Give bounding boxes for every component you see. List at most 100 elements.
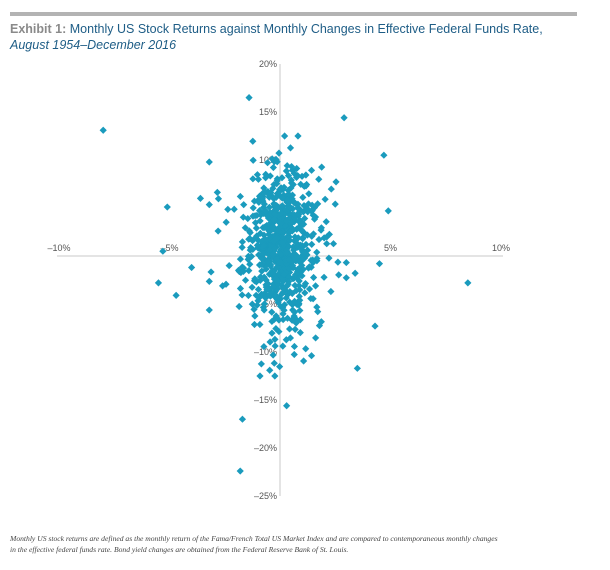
cluster-point	[307, 294, 315, 303]
cluster-point	[265, 230, 273, 238]
cluster-point	[269, 225, 277, 233]
cluster-point	[290, 198, 298, 207]
cluster-point	[318, 163, 326, 171]
cluster-point	[329, 240, 338, 248]
cluster-point	[298, 220, 307, 228]
cluster-point	[263, 286, 271, 294]
cluster-point	[295, 258, 303, 266]
cluster-point	[276, 264, 284, 273]
outlier-point	[331, 200, 339, 208]
cluster-point	[250, 305, 258, 314]
cluster-point	[238, 291, 246, 299]
cluster-point	[309, 230, 318, 238]
cluster-point	[273, 176, 281, 185]
cluster-point	[342, 258, 350, 267]
cluster-point	[284, 186, 292, 194]
x-tick-label: –10%	[47, 243, 70, 253]
cluster-point	[264, 279, 272, 288]
chart-title: Exhibit 1: Monthly US Stock Returns agai…	[10, 21, 590, 53]
cluster-point	[256, 372, 264, 380]
cluster-point	[269, 283, 277, 291]
cluster-point	[272, 255, 281, 263]
cluster-point	[288, 301, 296, 309]
cluster-point	[290, 211, 298, 219]
cluster-point	[250, 235, 258, 243]
cluster-point	[275, 149, 283, 157]
y-tick-label: –5%	[259, 299, 277, 309]
footnote: Monthly US stock returns are defined as …	[10, 534, 600, 555]
cluster-point	[307, 352, 316, 360]
x-tick-label: –5%	[160, 243, 178, 253]
outlier-point	[163, 203, 171, 211]
cluster-point	[280, 270, 288, 278]
cluster-point	[253, 241, 262, 249]
cluster-point	[270, 201, 279, 209]
cluster-point	[262, 294, 270, 302]
cluster-point	[244, 255, 252, 264]
cluster-point	[246, 260, 254, 268]
cluster-point	[262, 207, 270, 215]
cluster-point	[282, 294, 290, 302]
cluster-point	[222, 218, 230, 226]
cluster-point	[272, 155, 280, 163]
cluster-point	[320, 273, 328, 281]
cluster-point	[249, 175, 257, 183]
cluster-point	[303, 246, 312, 254]
cluster-point	[294, 204, 302, 212]
cluster-point	[278, 238, 286, 247]
cluster-point	[307, 166, 316, 174]
cluster-point	[288, 191, 297, 199]
cluster-point	[271, 335, 279, 343]
cluster-point	[301, 289, 309, 297]
cluster-point	[256, 273, 265, 281]
cluster-point	[249, 212, 257, 220]
y-tick-label: 20%	[259, 59, 277, 69]
cluster-point	[267, 288, 275, 296]
cluster-point	[309, 273, 318, 282]
cluster-point	[313, 248, 321, 256]
cluster-point	[213, 188, 221, 197]
cluster-point	[268, 329, 276, 337]
y-tick-label: –15%	[254, 395, 277, 405]
cluster-point	[250, 320, 259, 329]
cluster-point	[285, 256, 293, 264]
cluster-point	[249, 156, 257, 164]
cluster-point	[280, 301, 289, 309]
cluster-point	[300, 249, 308, 257]
cluster-point	[287, 259, 295, 267]
outlier-point	[238, 415, 247, 423]
x-tick-label: 5%	[384, 243, 397, 253]
cluster-point	[238, 238, 247, 246]
cluster-point	[270, 316, 278, 324]
cluster-point	[254, 175, 263, 183]
cluster-point	[304, 208, 312, 216]
outlier-point	[225, 262, 233, 270]
cluster-point	[290, 274, 298, 283]
outlier-point	[351, 269, 359, 277]
cluster-point	[279, 315, 287, 324]
cluster-point	[312, 334, 320, 342]
cluster-point	[260, 223, 269, 232]
cluster-point	[271, 210, 279, 218]
outlier-point	[172, 291, 180, 299]
cluster-point	[275, 316, 283, 324]
outlier-point	[154, 279, 163, 287]
cluster-point	[287, 220, 295, 228]
cluster-point	[294, 200, 302, 208]
cluster-point	[269, 250, 277, 258]
cluster-point	[275, 228, 283, 236]
cluster-point	[317, 224, 325, 232]
cluster-point	[278, 233, 287, 241]
cluster-point	[296, 222, 304, 231]
cluster-point	[284, 190, 293, 198]
cluster-point	[294, 234, 302, 242]
cluster-point	[256, 207, 264, 215]
cluster-point	[273, 234, 281, 242]
cluster-point	[236, 284, 245, 293]
outlier-point	[196, 194, 205, 202]
cluster-point	[255, 294, 263, 302]
cluster-point	[256, 217, 264, 225]
x-tick-label: 10%	[492, 243, 510, 253]
cluster-point	[248, 300, 256, 308]
cluster-point	[281, 264, 289, 272]
